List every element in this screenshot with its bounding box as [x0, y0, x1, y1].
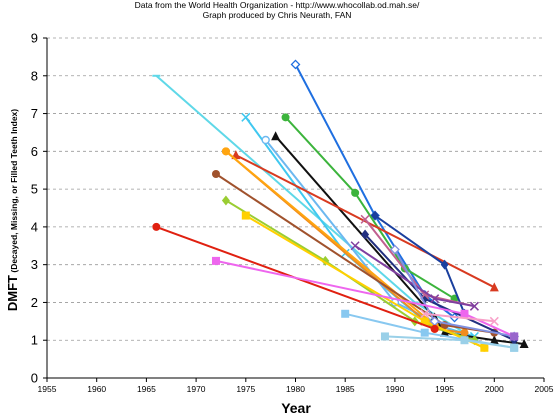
data-point: [152, 222, 161, 231]
data-point: [460, 309, 469, 318]
data-point: [341, 309, 350, 318]
x-tick-label: 1970: [187, 384, 206, 394]
y-tick-label: 3: [31, 257, 38, 272]
data-point: [420, 317, 429, 326]
y-axis-label: DMFT (Decayed, Missing, or Filled Teeth …: [5, 109, 20, 311]
x-tick-label: 1975: [236, 384, 255, 394]
data-point: [380, 332, 389, 341]
data-point: [489, 316, 499, 326]
y-tick-label: 4: [31, 219, 38, 234]
data-point: [221, 195, 230, 206]
data-point: [480, 343, 489, 352]
series-23: [510, 332, 519, 341]
data-point: [510, 343, 519, 352]
x-tick-label: 1955: [38, 384, 57, 394]
y-tick-label: 1: [31, 333, 38, 348]
chart-header: Data from the World Health Organization …: [0, 0, 554, 20]
data-point: [281, 113, 290, 122]
data-point: [261, 135, 270, 145]
data-point: [360, 214, 370, 224]
data-point: [241, 112, 251, 122]
grid-lines: [47, 37, 544, 341]
source-line: Data from the World Health Organization …: [134, 0, 420, 10]
data-point: [469, 301, 479, 311]
y-tick-label: 7: [31, 106, 38, 121]
y-tick-label: 9: [31, 31, 38, 46]
series-20: [420, 309, 499, 326]
data-point: [460, 328, 469, 337]
y-tick-label: 6: [31, 144, 38, 159]
series-line: [235, 154, 495, 289]
x-tick-label: 1985: [336, 384, 355, 394]
x-tick-label: 1980: [286, 384, 305, 394]
credit-line: Graph produced by Chris Neurath, FAN: [202, 10, 352, 20]
data-point: [211, 170, 220, 178]
x-tick-label: 2005: [535, 384, 554, 394]
data-point: [290, 59, 301, 70]
data-point: [460, 336, 469, 345]
data-point: [420, 328, 429, 337]
x-tick-label: 1990: [385, 384, 404, 394]
series-line: [424, 312, 495, 323]
data-point: [271, 131, 281, 141]
axes: [43, 37, 545, 382]
tick-labels: 0 1 2 3 4 5 6 7 8 9 1955 1960 1965 1970 1975 1980 1985 19…: [31, 31, 554, 395]
data-point: [211, 256, 220, 265]
data-point: [519, 339, 529, 348]
series-22: [380, 332, 519, 352]
data-point: [371, 210, 380, 221]
series-16: [350, 241, 479, 311]
data-point: [361, 229, 370, 240]
y-tick-label: 2: [31, 295, 38, 310]
y-tick-label: 5: [31, 182, 38, 197]
plot-area: [152, 59, 529, 352]
data-point: [489, 282, 499, 292]
data-point: [430, 294, 440, 304]
data-point: [351, 188, 360, 197]
x-tick-label: 1965: [137, 384, 156, 394]
data-point: [350, 241, 360, 251]
x-tick-label: 2000: [485, 384, 504, 394]
data-point: [440, 327, 450, 337]
data-point: [241, 211, 250, 220]
data-point: [440, 259, 449, 270]
data-point: [430, 324, 439, 333]
x-tick-label: 1995: [435, 384, 454, 394]
data-point: [489, 335, 499, 345]
x-axis-label: Year: [281, 400, 311, 416]
data-point: [221, 147, 230, 156]
y-tick-label: 8: [31, 68, 38, 83]
data-point: [420, 309, 430, 319]
x-tick-label: 1960: [87, 384, 106, 394]
data-point: [389, 244, 400, 255]
series-line: [284, 116, 456, 300]
data-point: [510, 332, 519, 341]
y-tick-label: 0: [31, 371, 38, 386]
